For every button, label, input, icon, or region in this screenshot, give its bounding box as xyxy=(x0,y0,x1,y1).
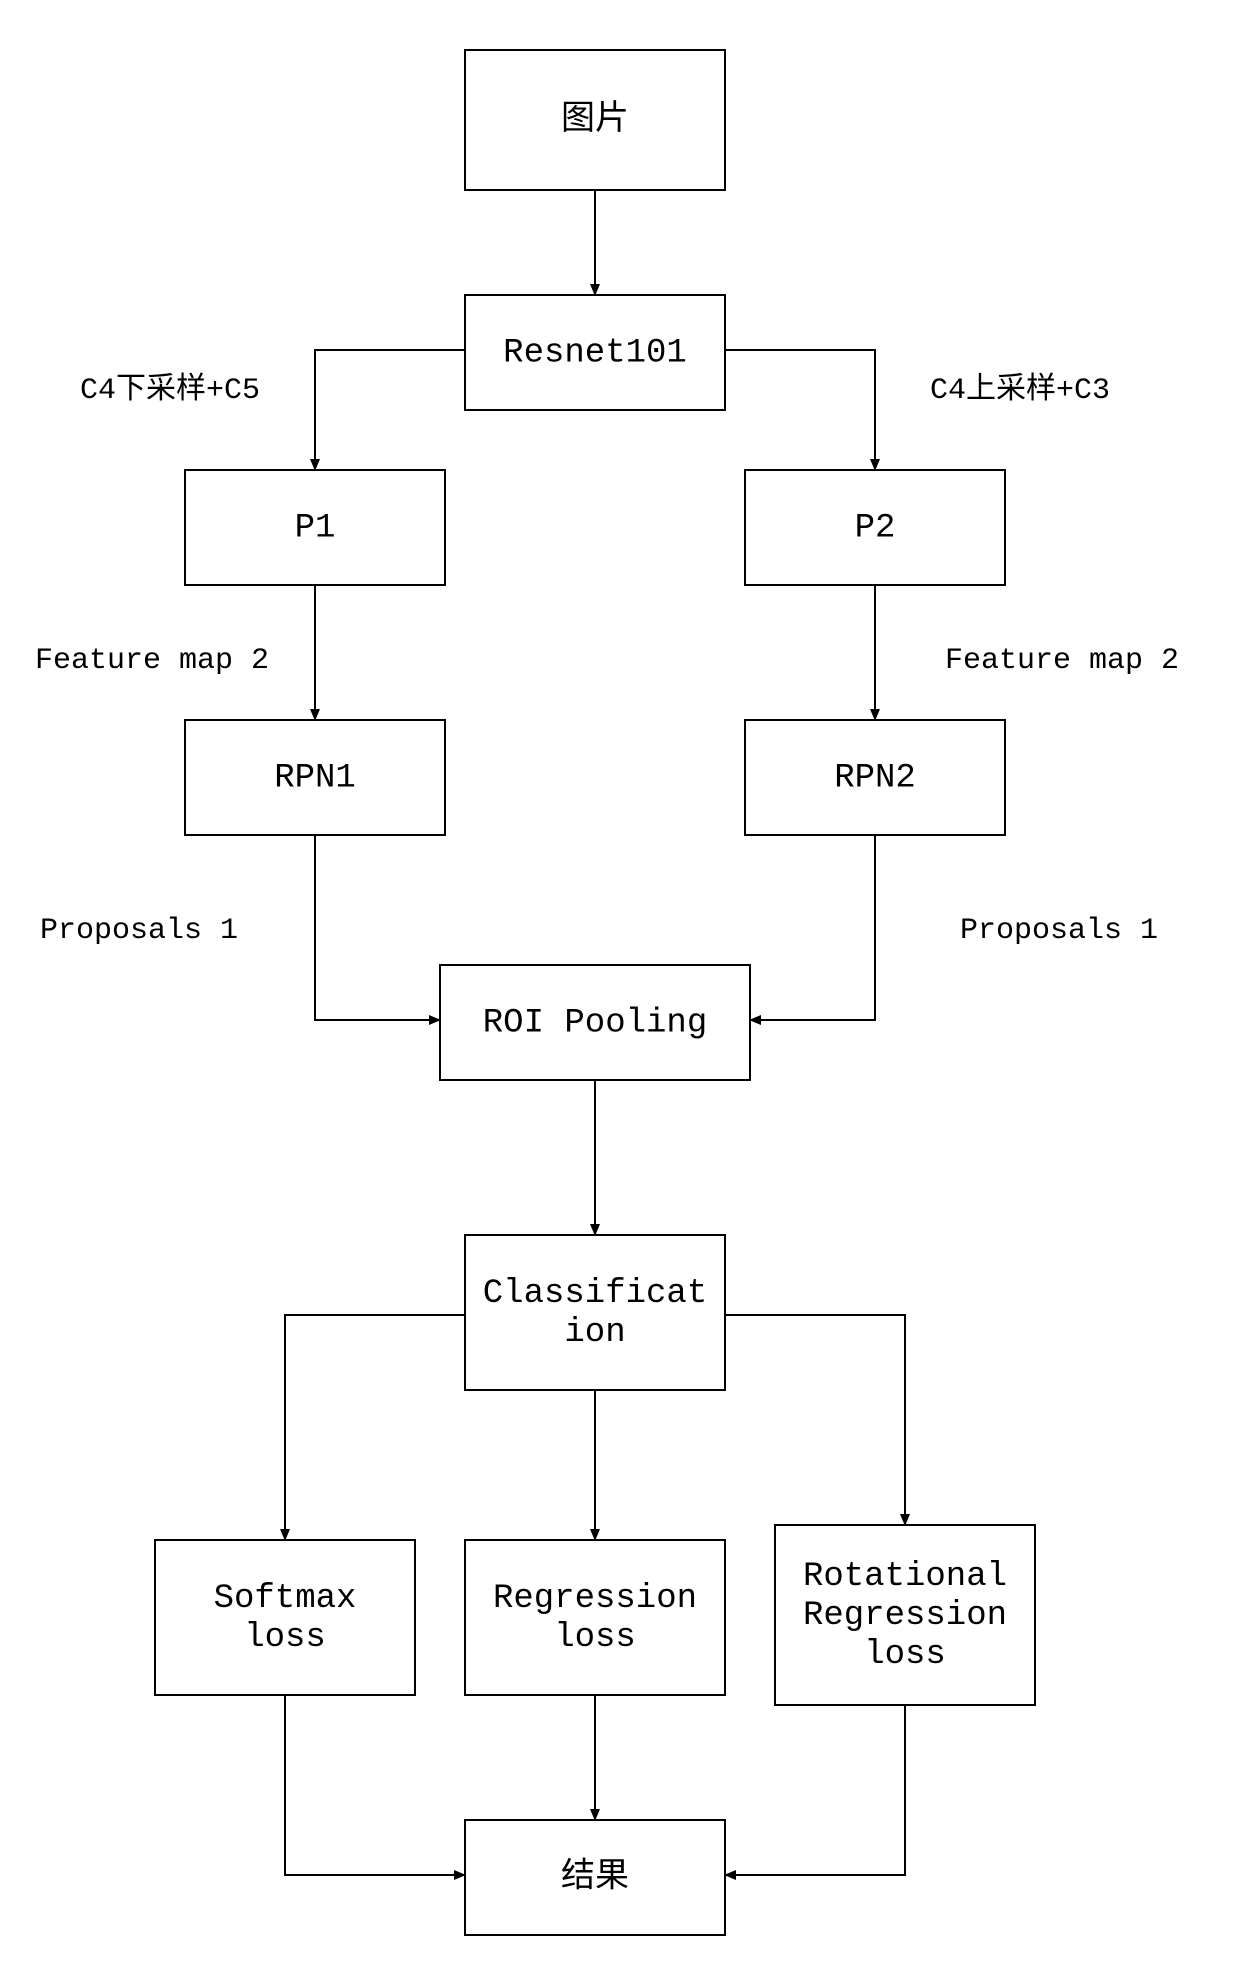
node-rotreg: RotationalRegressionloss xyxy=(775,1525,1035,1705)
edge-label-e_p1_rpn1: Feature map 2 xyxy=(35,644,269,678)
node-softmax: Softmaxloss xyxy=(155,1540,415,1695)
flowchart-canvas: 图片 Resnet101 P1 P2 RPN1 RPN2 ROI Pooling Classi… xyxy=(0,0,1240,1988)
edge-e_rotreg_result xyxy=(725,1705,905,1875)
node-label-p2: P2 xyxy=(855,509,896,547)
edge-e_rpn1_roi xyxy=(315,835,440,1020)
edge-label-e_resnet_p1: C4下采样+C5 xyxy=(80,372,260,408)
edge-label-e_rpn1_roi: Proposals 1 xyxy=(40,914,238,948)
node-label-resnet: Resnet101 xyxy=(503,334,687,372)
node-rpn2: RPN2 xyxy=(745,720,1005,835)
edge-e_classif_softmax xyxy=(285,1315,465,1540)
node-label-rotreg-line0: Rotational xyxy=(803,1558,1007,1596)
node-label-p1: P1 xyxy=(295,509,336,547)
node-p1: P1 xyxy=(185,470,445,585)
edge-labels-layer: C4下采样+C5 C4上采样+C3 Feature map 2 Feature map… xyxy=(35,372,1179,948)
node-label-rotreg-line2: loss xyxy=(864,1636,946,1674)
node-label-softmax-line1: loss xyxy=(244,1619,326,1657)
node-label-regression-line1: loss xyxy=(554,1619,636,1657)
edge-label-e_p2_rpn2: Feature map 2 xyxy=(945,644,1179,678)
node-label-classif-line0: Classificat xyxy=(483,1275,707,1313)
node-resnet: Resnet101 xyxy=(465,295,725,410)
node-label-input: 图片 xyxy=(561,99,629,140)
node-result: 结果 xyxy=(465,1820,725,1935)
edge-e_resnet_p2 xyxy=(725,350,875,470)
edge-e_softmax_result xyxy=(285,1695,465,1875)
node-regression: Regressionloss xyxy=(465,1540,725,1695)
node-label-roi: ROI Pooling xyxy=(483,1004,707,1042)
edge-e_rpn2_roi xyxy=(750,835,875,1020)
nodes-layer: 图片 Resnet101 P1 P2 RPN1 RPN2 ROI Pooling Classi… xyxy=(155,50,1035,1935)
node-label-rpn2: RPN2 xyxy=(834,759,916,797)
node-label-regression-line0: Regression xyxy=(493,1580,697,1618)
node-label-result: 结果 xyxy=(561,1856,629,1897)
edge-e_classif_rotreg xyxy=(725,1315,905,1525)
node-classif: Classification xyxy=(465,1235,725,1390)
node-label-classif-line1: ion xyxy=(564,1314,625,1352)
node-label-rpn1: RPN1 xyxy=(274,759,356,797)
node-roi: ROI Pooling xyxy=(440,965,750,1080)
edge-label-e_resnet_p2: C4上采样+C3 xyxy=(930,372,1110,408)
node-label-rotreg-line1: Regression xyxy=(803,1597,1007,1635)
node-p2: P2 xyxy=(745,470,1005,585)
node-input: 图片 xyxy=(465,50,725,190)
edge-label-e_rpn2_roi: Proposals 1 xyxy=(960,914,1158,948)
node-rpn1: RPN1 xyxy=(185,720,445,835)
edge-e_resnet_p1 xyxy=(315,350,465,470)
node-label-softmax-line0: Softmax xyxy=(214,1580,357,1618)
